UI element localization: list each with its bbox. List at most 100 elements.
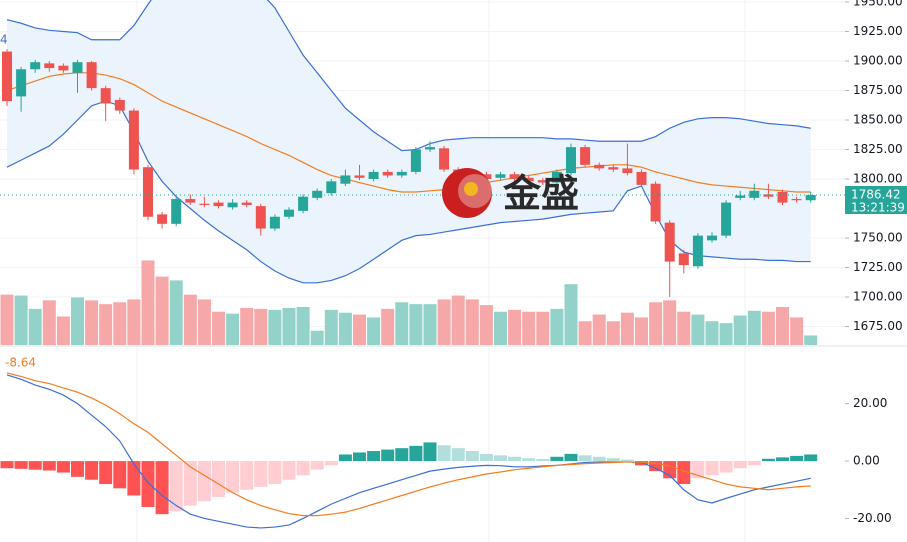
volume-bar: [169, 280, 183, 345]
candle-body: [735, 195, 746, 198]
histogram-bar: [677, 461, 691, 485]
histogram-bar: [197, 461, 211, 502]
histogram-bar: [395, 448, 409, 462]
histogram-bar: [635, 461, 648, 466]
volume-bar: [691, 314, 705, 345]
histogram-bar: [113, 461, 127, 489]
volume-bar: [240, 307, 254, 345]
histogram-bar: [169, 461, 183, 512]
candle-body: [509, 174, 520, 179]
candle-body: [157, 214, 168, 224]
histogram-bar: [127, 461, 141, 496]
histogram-bar: [606, 458, 620, 462]
histogram-bar: [71, 461, 84, 477]
y-tick-label: 1725.00: [853, 260, 903, 274]
candle-body: [298, 196, 309, 211]
candle-body: [580, 147, 591, 165]
volume-bar: [367, 317, 381, 345]
candle-body: [312, 190, 323, 198]
histogram-bar: [28, 461, 42, 470]
price-pane: [0, 0, 845, 345]
volume-bar: [28, 308, 42, 345]
volume-bar: [423, 304, 437, 345]
y-tick-label: 1925.00: [853, 24, 903, 38]
candle-body: [100, 88, 111, 104]
histogram-bar: [705, 461, 719, 476]
candle-body: [664, 222, 675, 262]
y-tick-label: 20.00: [853, 396, 887, 410]
volume-bar: [465, 299, 479, 345]
histogram-bar: [465, 451, 479, 462]
histogram-bar: [451, 448, 465, 462]
histogram-bar: [268, 461, 282, 485]
volume-bar: [155, 276, 169, 345]
histogram-bar: [56, 461, 70, 473]
macd-line: [6, 372, 811, 517]
histogram-bar: [282, 461, 296, 480]
candle-body: [791, 199, 802, 201]
histogram-bar: [141, 461, 155, 507]
volume-bar: [733, 315, 747, 345]
candle-body: [537, 180, 548, 183]
volume-bar: [649, 302, 663, 345]
histogram-bar: [564, 453, 578, 462]
candle-body: [30, 62, 41, 70]
candle-body: [58, 65, 69, 71]
volume-bar: [522, 311, 536, 345]
candle-body: [340, 175, 351, 184]
histogram-bar: [747, 461, 761, 466]
band-line: [6, 0, 811, 152]
candle-body: [354, 175, 365, 178]
histogram-bar: [423, 442, 437, 462]
candle-body: [185, 199, 196, 203]
volume-bar: [677, 311, 691, 345]
histogram-bar: [296, 461, 310, 476]
histogram-bar: [212, 461, 225, 497]
histogram-bar: [578, 455, 592, 462]
candle-body: [241, 202, 252, 205]
volume-bar: [592, 314, 606, 345]
histogram-bar: [761, 458, 775, 462]
volume-bar: [296, 307, 310, 345]
volume-bar: [635, 317, 648, 345]
y-tick-label: -20.00: [853, 511, 892, 525]
candle-body: [143, 167, 153, 217]
y-tick-label: 1675.00: [853, 319, 903, 333]
histogram-bar: [381, 449, 395, 462]
volume-bar: [395, 302, 409, 345]
candle-body: [692, 235, 703, 267]
volume-bar: [71, 297, 84, 345]
histogram-bar: [42, 461, 56, 471]
volume-bar: [705, 321, 719, 345]
volume-bar: [776, 307, 789, 345]
price-axis: 1950.00 1925.00 1900.00 1875.00 1850.00 1825.…: [845, 0, 907, 525]
candle-body: [650, 183, 661, 222]
histogram-bar: [536, 459, 550, 462]
histogram-bar: [620, 459, 634, 462]
candle-body: [721, 202, 732, 236]
candle-body: [707, 235, 717, 241]
candle-body: [396, 171, 407, 176]
candle-body: [551, 171, 562, 183]
band-line: [6, 72, 811, 193]
histogram-bar: [719, 461, 733, 473]
histogram-bar: [226, 461, 240, 493]
candle-body: [594, 164, 605, 169]
band-line: [6, 100, 811, 284]
candle-body: [171, 199, 182, 224]
candle-body: [44, 63, 55, 69]
volume-bar: [338, 312, 352, 345]
histogram-bar: [310, 461, 324, 470]
volume-bar: [536, 311, 550, 345]
candle-body: [16, 69, 27, 97]
volume-bar: [56, 316, 70, 345]
y-tick-label: 1900.00: [853, 54, 903, 68]
y-tick-label: 0.00: [853, 454, 880, 468]
y-tick-label: 1700.00: [853, 289, 903, 303]
macd-pane: [0, 372, 818, 529]
candle-body: [227, 202, 238, 208]
histogram-bar: [479, 453, 493, 462]
candle-body: [114, 99, 125, 111]
candle-body: [566, 147, 576, 174]
candle-body: [2, 51, 12, 102]
